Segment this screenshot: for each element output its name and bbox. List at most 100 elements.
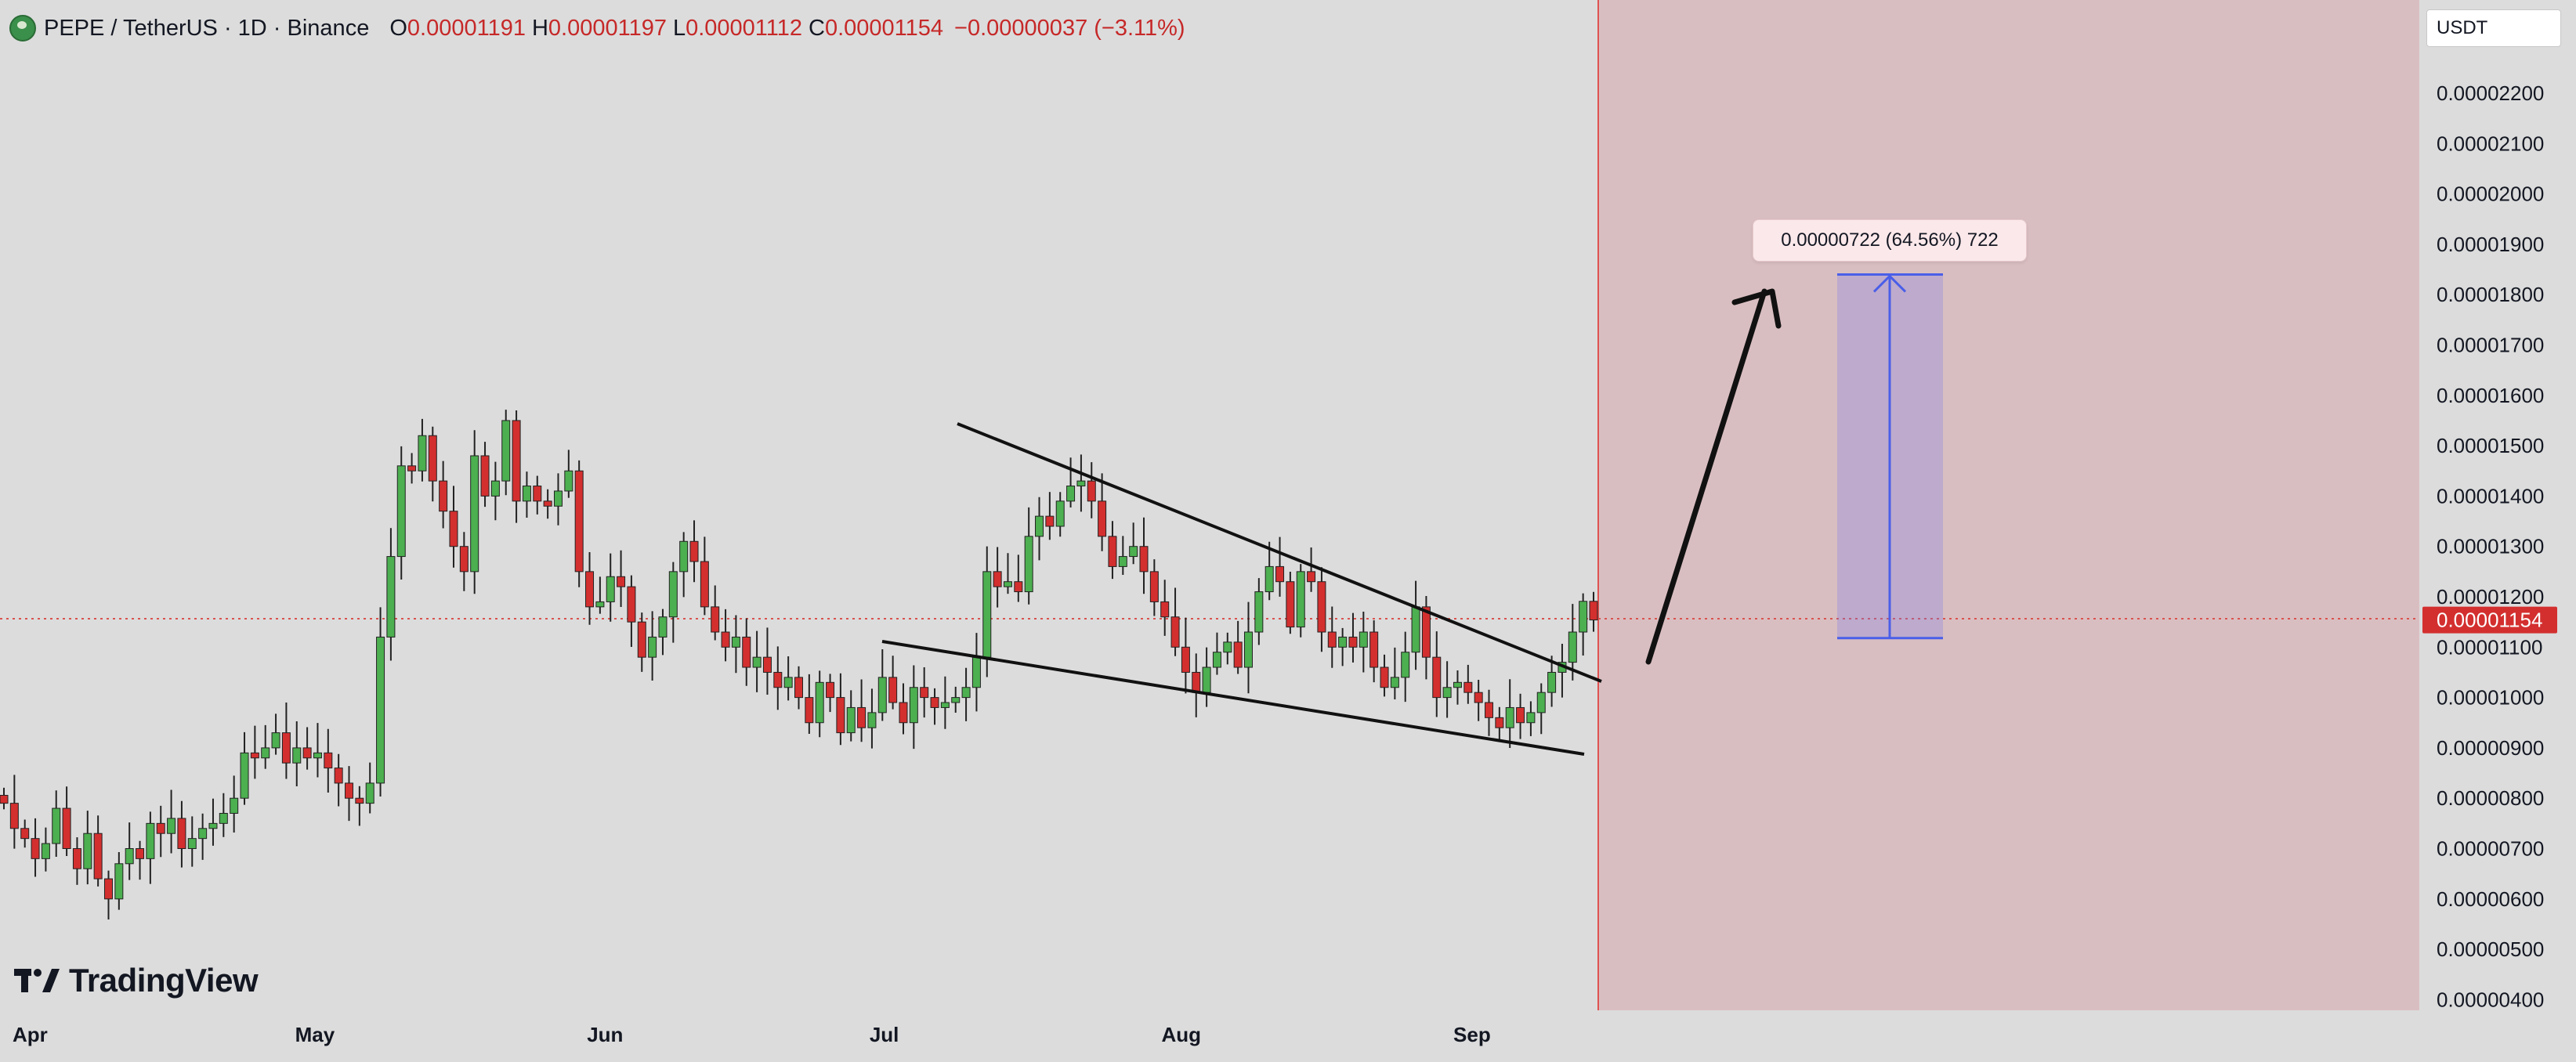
candle	[606, 553, 615, 622]
candles-group	[0, 410, 1598, 920]
candle	[899, 683, 908, 735]
candle	[146, 811, 155, 884]
candle	[1098, 473, 1107, 551]
high-label: H	[531, 15, 548, 41]
candle	[877, 649, 887, 721]
candle-body	[1129, 546, 1138, 558]
candle-body	[564, 470, 573, 492]
candle	[585, 552, 595, 625]
candle-body	[773, 671, 783, 688]
candle-body	[407, 465, 417, 471]
candle	[679, 532, 689, 598]
candle-body	[794, 677, 803, 699]
candle	[826, 674, 835, 713]
pepe-logo-icon	[9, 15, 36, 42]
candle	[1003, 553, 1012, 594]
candle	[1526, 701, 1536, 736]
candle-body	[940, 702, 950, 708]
candle	[355, 786, 364, 826]
price-tick-label: 0.00002100	[2437, 132, 2544, 155]
price-tick-label: 0.00002200	[2437, 81, 2544, 105]
projection-arrow-line[interactable]	[1645, 288, 1767, 665]
candle-body	[261, 747, 270, 759]
high-value: 0.00001197	[548, 15, 667, 41]
candle-body	[731, 636, 740, 648]
candle	[1432, 631, 1442, 717]
candle	[1160, 580, 1170, 636]
close-value: 0.00001154	[824, 15, 944, 41]
price-tick-label: 0.00000700	[2437, 837, 2544, 861]
candle-body	[1139, 546, 1149, 573]
candle	[762, 627, 772, 695]
candle-body	[585, 571, 595, 608]
candle	[1359, 611, 1368, 673]
candle	[1149, 559, 1159, 616]
candle	[1390, 647, 1399, 699]
last-price-tag	[2422, 606, 2557, 634]
candle-body	[198, 828, 208, 840]
candle-body	[826, 681, 835, 699]
candle	[805, 674, 814, 734]
candle-body	[365, 782, 374, 804]
candle	[1485, 689, 1494, 736]
candle-body	[627, 586, 636, 623]
candle-body	[1380, 666, 1389, 688]
candle-body	[418, 435, 427, 471]
candle	[909, 665, 918, 750]
candle-body	[711, 606, 720, 633]
candle-body	[836, 697, 845, 734]
price-tick-label: 0.00000800	[2437, 786, 2544, 810]
candle-body	[459, 546, 469, 573]
candle	[1243, 601, 1253, 694]
candle-body	[41, 843, 50, 859]
tradingview-logo-icon	[14, 969, 60, 992]
price-tick-label: 0.00000600	[2437, 887, 2544, 911]
candle-body	[877, 677, 887, 713]
candle-body	[1014, 581, 1023, 593]
candle	[407, 453, 417, 484]
candle-body	[1327, 631, 1337, 648]
candle-body	[334, 768, 343, 784]
candle-body	[1212, 652, 1221, 668]
candle	[1118, 536, 1127, 576]
upper-trendline[interactable]	[957, 422, 1602, 683]
candle-body	[1453, 681, 1462, 688]
price-axis[interactable]: 0.00002200 0.00002100 0.00002000 0.00001900…	[2422, 81, 2557, 1011]
candle-body	[815, 681, 824, 724]
candle-body	[899, 702, 908, 724]
candle	[1139, 517, 1149, 594]
candle-body	[574, 470, 584, 573]
candle	[836, 673, 845, 746]
measure-tool[interactable]	[1837, 273, 1943, 640]
candle	[490, 461, 500, 521]
tradingview-brand[interactable]: TradingView	[14, 962, 259, 999]
candle-body	[114, 863, 124, 900]
candle-body	[1536, 692, 1546, 713]
candle	[971, 633, 981, 712]
candle-body	[1317, 581, 1326, 633]
price-tick-label: 0.00000500	[2437, 937, 2544, 961]
candle-body	[1296, 571, 1305, 628]
price-tick-label: 0.00001300	[2437, 535, 2544, 558]
candle	[1568, 604, 1577, 681]
time-axis[interactable]: Apr May Jun Jul Aug Sep	[13, 1023, 1491, 1046]
symbol-title[interactable]: PEPE / TetherUS · 1D · Binance	[44, 15, 370, 41]
candle-body	[313, 752, 322, 759]
candle-body	[867, 712, 877, 728]
candle	[136, 840, 145, 880]
candle-body	[951, 697, 961, 703]
candle	[721, 609, 730, 662]
candle-body	[240, 752, 249, 799]
candle	[459, 532, 469, 591]
candle	[595, 576, 605, 614]
candle	[940, 676, 950, 729]
candle	[271, 713, 280, 755]
lower-trendline[interactable]	[881, 640, 1585, 756]
candle	[742, 618, 751, 686]
candle	[156, 805, 165, 858]
price-tick-label: 0.00000400	[2437, 988, 2544, 1011]
currency-selector[interactable]: USDT	[2426, 9, 2561, 47]
candle	[700, 536, 709, 616]
candle	[334, 753, 343, 807]
